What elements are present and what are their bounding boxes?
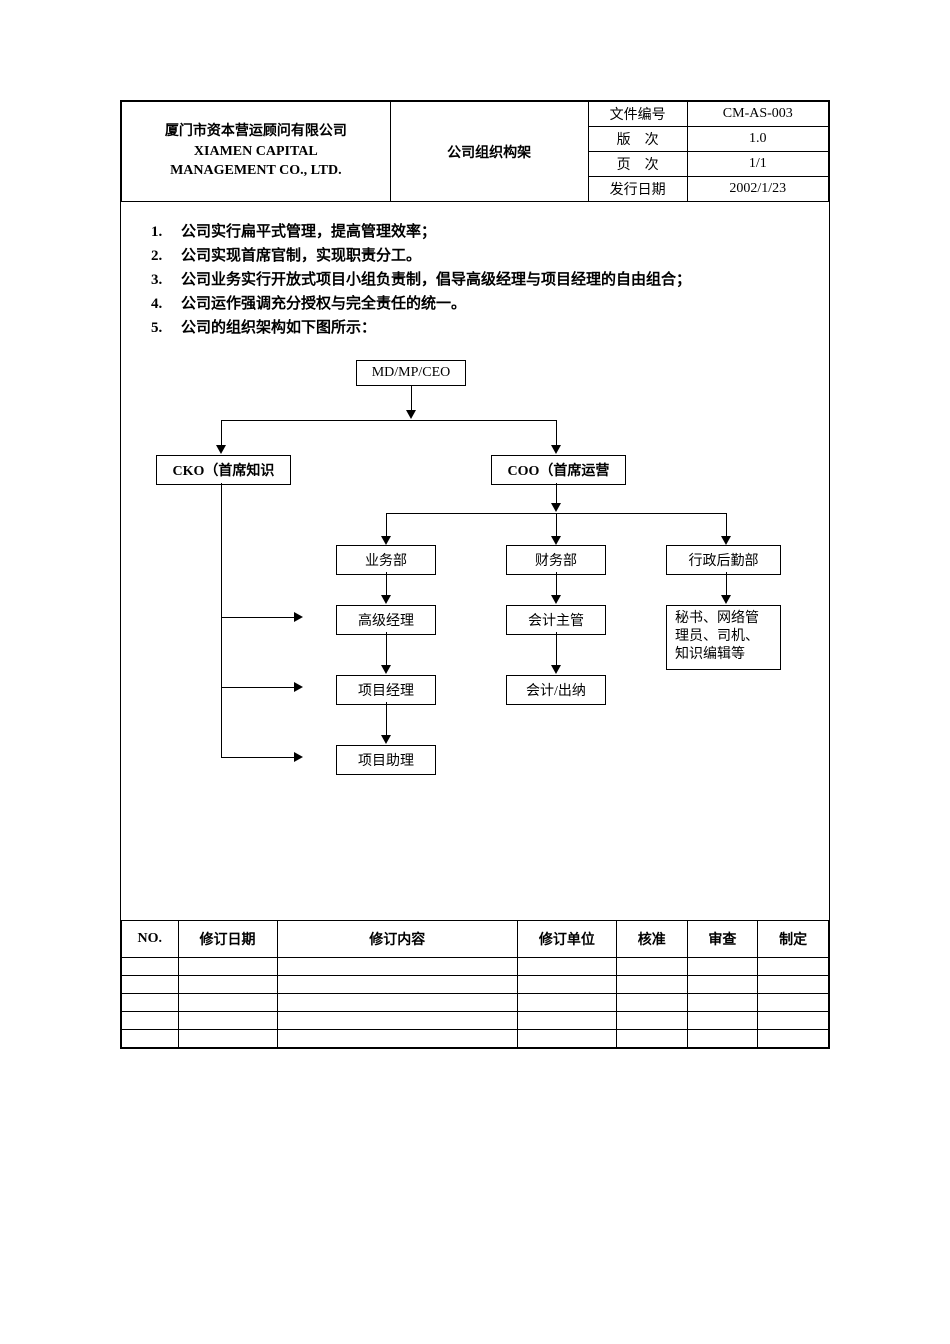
- arrow-icon: [551, 503, 561, 512]
- table-row: [122, 1030, 829, 1048]
- label-page: 页 次: [588, 152, 687, 177]
- list-num: 4.: [151, 292, 181, 316]
- list-item: 4. 公司运作强调充分授权与完全责任的统一。: [151, 292, 811, 316]
- arrow-icon: [381, 536, 391, 545]
- list-text: 公司运作强调充分授权与完全责任的统一。: [181, 292, 811, 316]
- node-coo-text: COO（首席运营: [508, 464, 610, 479]
- node-acct-sup: 会计主管: [506, 605, 606, 635]
- node-fin-dept: 财务部: [506, 545, 606, 575]
- arrow-icon: [381, 665, 391, 674]
- company-name-en1: XIAMEN CAPITAL: [128, 142, 384, 162]
- value-version: 1.0: [687, 127, 828, 152]
- connector: [221, 483, 222, 758]
- arrow-icon: [551, 665, 561, 674]
- label-issue-date: 发行日期: [588, 177, 687, 202]
- node-cko-text: CKO（首席知识: [173, 464, 275, 479]
- list-num: 2.: [151, 244, 181, 268]
- arrow-icon: [381, 735, 391, 744]
- label-doc-no: 文件编号: [588, 102, 687, 127]
- table-row: [122, 994, 829, 1012]
- value-page: 1/1: [687, 152, 828, 177]
- col-prepare: 制定: [758, 921, 829, 958]
- document-frame: 厦门市资本营运顾问有限公司 XIAMEN CAPITAL MANAGEMENT …: [120, 100, 830, 1049]
- col-review: 审查: [687, 921, 758, 958]
- list-text: 公司实现首席官制，实现职责分工。: [181, 244, 811, 268]
- node-admin-staff: 秘书、网络管理员、司机、知识编辑等: [666, 605, 781, 670]
- list-num: 3.: [151, 268, 181, 292]
- arrow-icon: [406, 410, 416, 419]
- list-num: 5.: [151, 316, 181, 340]
- node-senior-mgr: 高级经理: [336, 605, 436, 635]
- doc-title: 公司组织构架: [390, 102, 588, 202]
- col-no: NO.: [122, 921, 179, 958]
- arrow-icon: [721, 536, 731, 545]
- list-text: 公司业务实行开放式项目小组负责制，倡导高级经理与项目经理的自由组合；: [181, 268, 811, 292]
- doc-header-table: 厦门市资本营运顾问有限公司 XIAMEN CAPITAL MANAGEMENT …: [121, 101, 829, 202]
- policy-list: 1. 公司实行扁平式管理，提高管理效率； 2. 公司实现首席官制，实现职责分工。…: [121, 202, 829, 350]
- col-approve: 核准: [616, 921, 687, 958]
- col-unit: 修订单位: [517, 921, 616, 958]
- arrow-icon: [551, 445, 561, 454]
- list-text: 公司的组织架构如下图所示：: [181, 316, 811, 340]
- node-proj-asst: 项目助理: [336, 745, 436, 775]
- col-content: 修订内容: [277, 921, 517, 958]
- company-name-en2: MANAGEMENT CO., LTD.: [128, 161, 384, 181]
- node-acct-cashier: 会计/出纳: [506, 675, 606, 705]
- list-item: 5. 公司的组织架构如下图所示：: [151, 316, 811, 340]
- connector: [221, 420, 556, 421]
- connector: [221, 757, 296, 758]
- table-row: [122, 976, 829, 994]
- table-row: [122, 1012, 829, 1030]
- arrow-icon: [294, 612, 303, 622]
- label-version: 版 次: [588, 127, 687, 152]
- arrow-icon: [551, 595, 561, 604]
- list-num: 1.: [151, 220, 181, 244]
- arrow-icon: [294, 682, 303, 692]
- node-proj-mgr: 项目经理: [336, 675, 436, 705]
- list-item: 2. 公司实现首席官制，实现职责分工。: [151, 244, 811, 268]
- value-issue-date: 2002/1/23: [687, 177, 828, 202]
- org-chart: MD/MP/CEO CKO（首席知识 COO（首席运营 业务部 财务部 行政后勤…: [121, 350, 829, 910]
- arrow-icon: [551, 536, 561, 545]
- col-date: 修订日期: [178, 921, 277, 958]
- node-coo: COO（首席运营: [491, 455, 626, 485]
- table-row: [122, 958, 829, 976]
- table-header-row: NO. 修订日期 修订内容 修订单位 核准 审查 制定: [122, 921, 829, 958]
- value-doc-no: CM-AS-003: [687, 102, 828, 127]
- node-biz-dept: 业务部: [336, 545, 436, 575]
- node-admin-dept: 行政后勤部: [666, 545, 781, 575]
- company-name-cell: 厦门市资本营运顾问有限公司 XIAMEN CAPITAL MANAGEMENT …: [122, 102, 391, 202]
- arrow-icon: [216, 445, 226, 454]
- connector: [221, 687, 296, 688]
- arrow-icon: [381, 595, 391, 604]
- company-name-zh: 厦门市资本营运顾问有限公司: [128, 122, 384, 142]
- arrow-icon: [721, 595, 731, 604]
- node-ceo: MD/MP/CEO: [356, 360, 466, 386]
- list-item: 3. 公司业务实行开放式项目小组负责制，倡导高级经理与项目经理的自由组合；: [151, 268, 811, 292]
- list-text: 公司实行扁平式管理，提高管理效率；: [181, 220, 811, 244]
- arrow-icon: [294, 752, 303, 762]
- connector: [221, 617, 296, 618]
- node-cko: CKO（首席知识: [156, 455, 291, 485]
- list-item: 1. 公司实行扁平式管理，提高管理效率；: [151, 220, 811, 244]
- revision-table: NO. 修订日期 修订内容 修订单位 核准 审查 制定: [121, 920, 829, 1048]
